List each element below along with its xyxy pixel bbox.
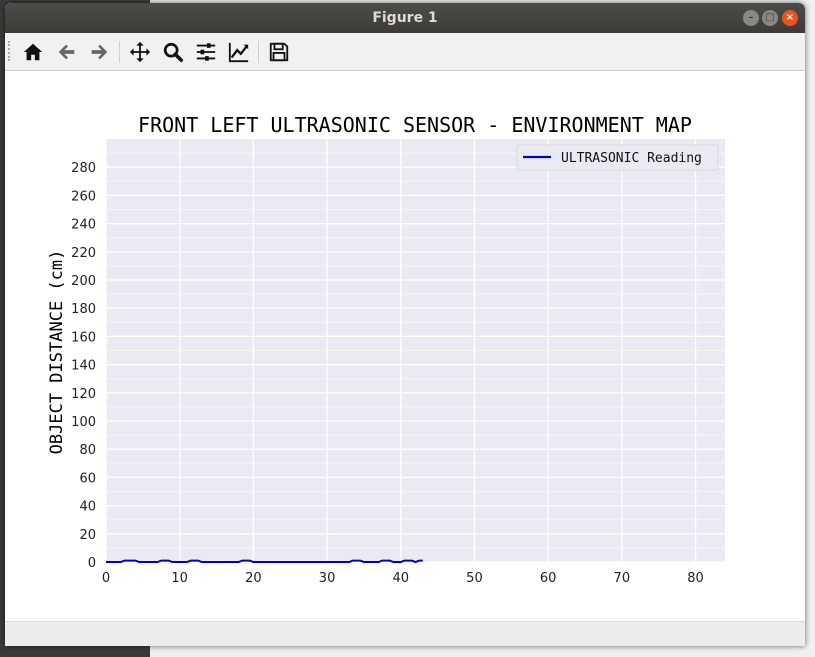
x-tick-label: 50 [466, 571, 483, 586]
x-tick-label: 60 [540, 571, 557, 586]
configure-subplots-button[interactable] [192, 38, 220, 66]
toolbar-separator [119, 41, 120, 63]
y-tick-label: 200 [71, 274, 96, 289]
y-tick-label: 40 [79, 500, 96, 515]
home-icon [23, 43, 43, 61]
x-tick-label: 70 [614, 571, 631, 586]
x-tick-label: 80 [687, 571, 704, 586]
x-tick-label: 10 [171, 571, 188, 586]
toolbar-grip[interactable] [8, 41, 12, 61]
maximize-button[interactable]: □ [762, 10, 778, 26]
legend: ULTRASONIC Reading [516, 144, 719, 171]
pan-button[interactable] [126, 38, 154, 66]
window-title: Figure 1 [372, 10, 438, 26]
figure-window: Figure 1 – □ × [5, 3, 805, 646]
y-tick-label: 120 [71, 387, 96, 402]
y-tick-label: 80 [79, 443, 96, 458]
y-tick-label: 220 [71, 246, 96, 261]
plot-area: 0 20 40 60 80 100 120 140 160 180 200 220 240 260 280 0… [71, 139, 725, 586]
chart-svg: 0 20 40 60 80 100 120 140 160 180 200 220 240 260 280 0… [47, 113, 725, 586]
y-axis-label: OBJECT DISTANCE (cm) [47, 250, 67, 455]
back-button[interactable] [53, 38, 81, 66]
minimize-button[interactable]: – [743, 10, 759, 26]
x-tick-label: 0 [102, 571, 110, 586]
status-bar [5, 621, 805, 646]
legend-box [516, 144, 719, 171]
home-button[interactable] [19, 38, 47, 66]
y-tick-label: 0 [88, 556, 96, 571]
x-tick-label: 40 [392, 571, 409, 586]
chart-title: FRONT LEFT ULTRASONIC SENSOR - ENVIRONME… [138, 113, 692, 137]
forward-button[interactable] [85, 38, 113, 66]
edit-axis-curves-icon [228, 42, 249, 63]
save-floppy-icon [269, 42, 289, 62]
y-tick-label: 60 [79, 471, 96, 486]
x-tick-label: 20 [245, 571, 262, 586]
x-tick-label: 30 [319, 571, 336, 586]
configure-subplots-icon [196, 43, 216, 61]
y-tick-label: 260 [71, 189, 96, 204]
zoom-magnifier-icon [163, 42, 184, 63]
figure-canvas[interactable]: 0 20 40 60 80 100 120 140 160 180 200 220 240 260 280 0… [5, 71, 805, 621]
y-tick-label: 160 [71, 330, 96, 345]
y-tick-label: 20 [79, 528, 96, 543]
toolbar-separator [258, 41, 259, 63]
y-tick-label: 180 [71, 302, 96, 317]
navigation-toolbar [5, 33, 805, 71]
edit-axis-button[interactable] [225, 38, 253, 66]
y-tick-label: 240 [71, 218, 96, 233]
forward-arrow-icon [91, 44, 108, 60]
series-line [106, 559, 423, 564]
save-button[interactable] [265, 38, 293, 66]
y-tick-label: 100 [71, 415, 96, 430]
title-bar[interactable]: Figure 1 – □ × [5, 3, 805, 33]
legend-label: ULTRASONIC Reading [561, 151, 702, 166]
close-button[interactable]: × [782, 10, 798, 26]
zoom-button[interactable] [159, 38, 187, 66]
y-tick-label: 280 [71, 161, 96, 176]
y-tick-label: 140 [71, 359, 96, 374]
pan-move-icon [129, 41, 151, 63]
back-arrow-icon [58, 44, 75, 60]
